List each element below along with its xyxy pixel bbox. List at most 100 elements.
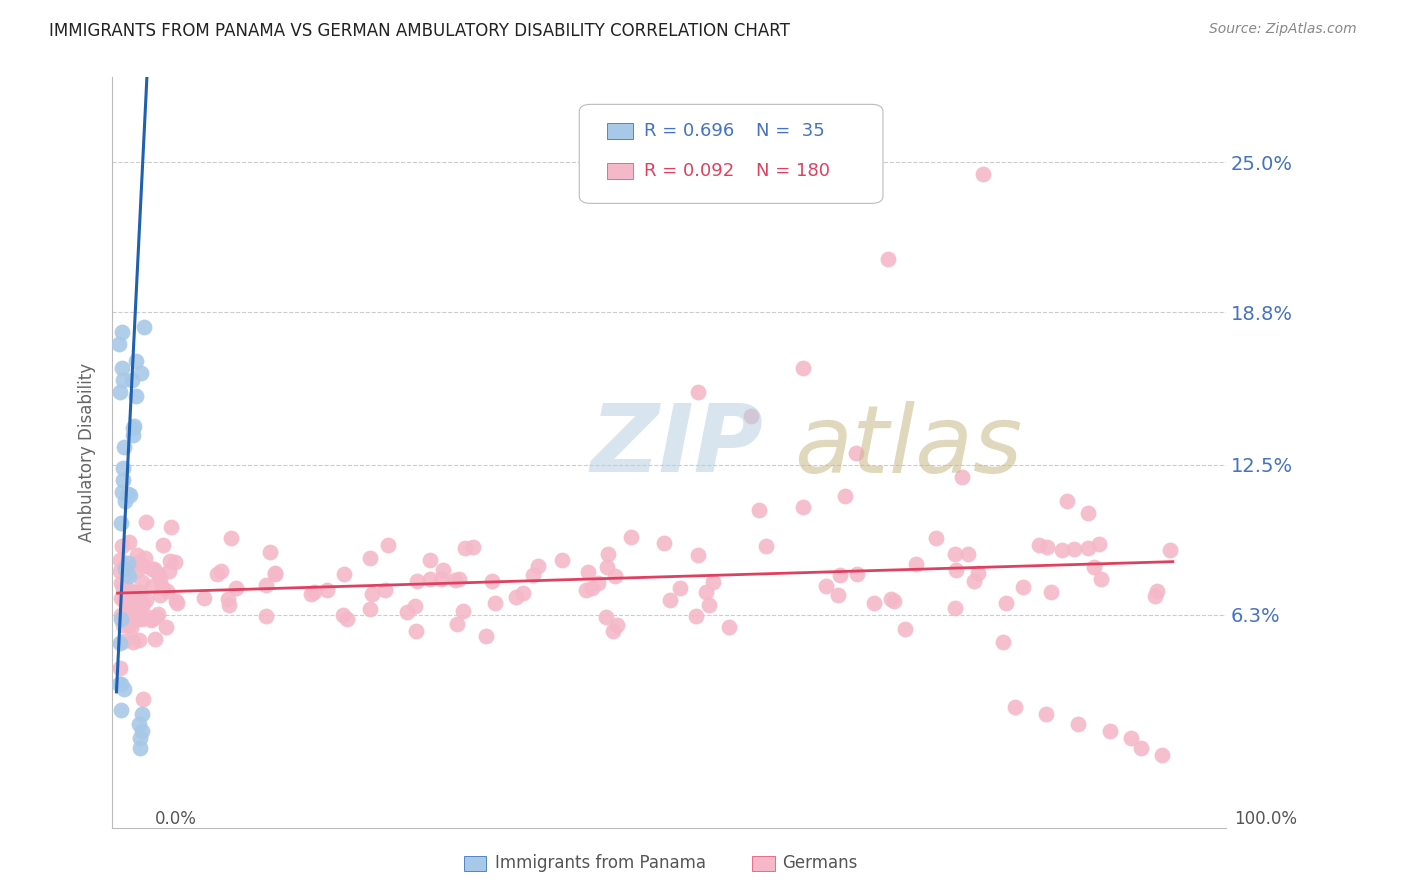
Point (111, 582, 134, 596)
Point (333, 567, 356, 582)
Point (121, 621, 143, 635)
Point (110, 612, 132, 626)
Point (432, 564, 454, 578)
Point (110, 385, 132, 400)
Point (114, 494, 136, 508)
Point (108, 661, 131, 675)
Point (135, 609, 157, 624)
Point (659, 592, 682, 607)
Point (685, 609, 707, 624)
Point (512, 586, 534, 600)
Point (254, 578, 277, 592)
Point (131, 692, 153, 706)
Point (1130, 741, 1153, 756)
Point (127, 556, 149, 570)
Point (135, 593, 157, 607)
Point (128, 585, 150, 599)
Point (461, 541, 484, 555)
Point (606, 618, 628, 632)
Point (165, 594, 187, 608)
Point (145, 609, 167, 624)
Text: N = 180: N = 180 (756, 162, 831, 180)
Point (406, 574, 429, 588)
Point (377, 538, 399, 552)
Point (118, 583, 141, 598)
Point (1098, 724, 1121, 739)
Point (443, 573, 465, 587)
Point (695, 584, 717, 599)
Point (114, 562, 136, 576)
Point (125, 389, 148, 403)
Point (359, 551, 381, 566)
Point (142, 561, 165, 575)
Point (451, 604, 474, 618)
Point (143, 632, 166, 646)
Point (581, 582, 603, 596)
Point (141, 612, 163, 626)
Point (149, 572, 172, 586)
Point (111, 361, 134, 376)
Point (1146, 584, 1168, 599)
Point (128, 632, 150, 647)
Point (128, 716, 150, 731)
Point (121, 373, 143, 387)
Point (111, 325, 134, 339)
Point (112, 681, 135, 696)
Point (209, 564, 232, 578)
Point (454, 541, 477, 555)
Point (575, 582, 598, 597)
Point (943, 601, 966, 615)
Point (108, 336, 131, 351)
Point (1028, 538, 1050, 552)
Point (550, 552, 572, 566)
Point (966, 566, 988, 581)
Point (1077, 541, 1099, 555)
Point (131, 612, 153, 626)
Point (1088, 536, 1111, 550)
Point (596, 559, 619, 574)
Point (156, 583, 179, 598)
Point (419, 552, 441, 566)
Point (361, 587, 384, 601)
Point (124, 603, 146, 617)
Point (1143, 589, 1166, 603)
Point (718, 620, 741, 634)
Point (963, 574, 986, 588)
Point (127, 612, 149, 626)
Point (1040, 585, 1063, 599)
Point (792, 361, 814, 376)
Point (131, 707, 153, 722)
Point (429, 572, 451, 586)
Point (396, 605, 419, 619)
Point (481, 574, 503, 588)
Point (217, 591, 239, 606)
Point (894, 622, 917, 636)
Point (142, 579, 165, 593)
Point (527, 559, 550, 574)
Point (845, 445, 868, 460)
Point (880, 592, 903, 607)
Point (122, 608, 145, 623)
Point (132, 597, 155, 611)
Point (124, 419, 146, 434)
Point (139, 613, 162, 627)
Point (129, 741, 152, 756)
Point (1063, 542, 1085, 557)
Text: 0.0%: 0.0% (155, 810, 197, 828)
Point (845, 566, 868, 581)
Point (131, 574, 153, 589)
Point (111, 485, 134, 500)
Point (359, 601, 381, 615)
Point (1004, 699, 1026, 714)
Point (129, 600, 152, 615)
Point (108, 636, 131, 650)
Point (112, 633, 135, 648)
Point (991, 634, 1014, 648)
Point (152, 580, 174, 594)
Point (155, 620, 177, 634)
Point (669, 581, 692, 595)
Point (950, 470, 973, 484)
Point (157, 564, 180, 578)
Point (1152, 748, 1174, 763)
Point (134, 551, 156, 566)
